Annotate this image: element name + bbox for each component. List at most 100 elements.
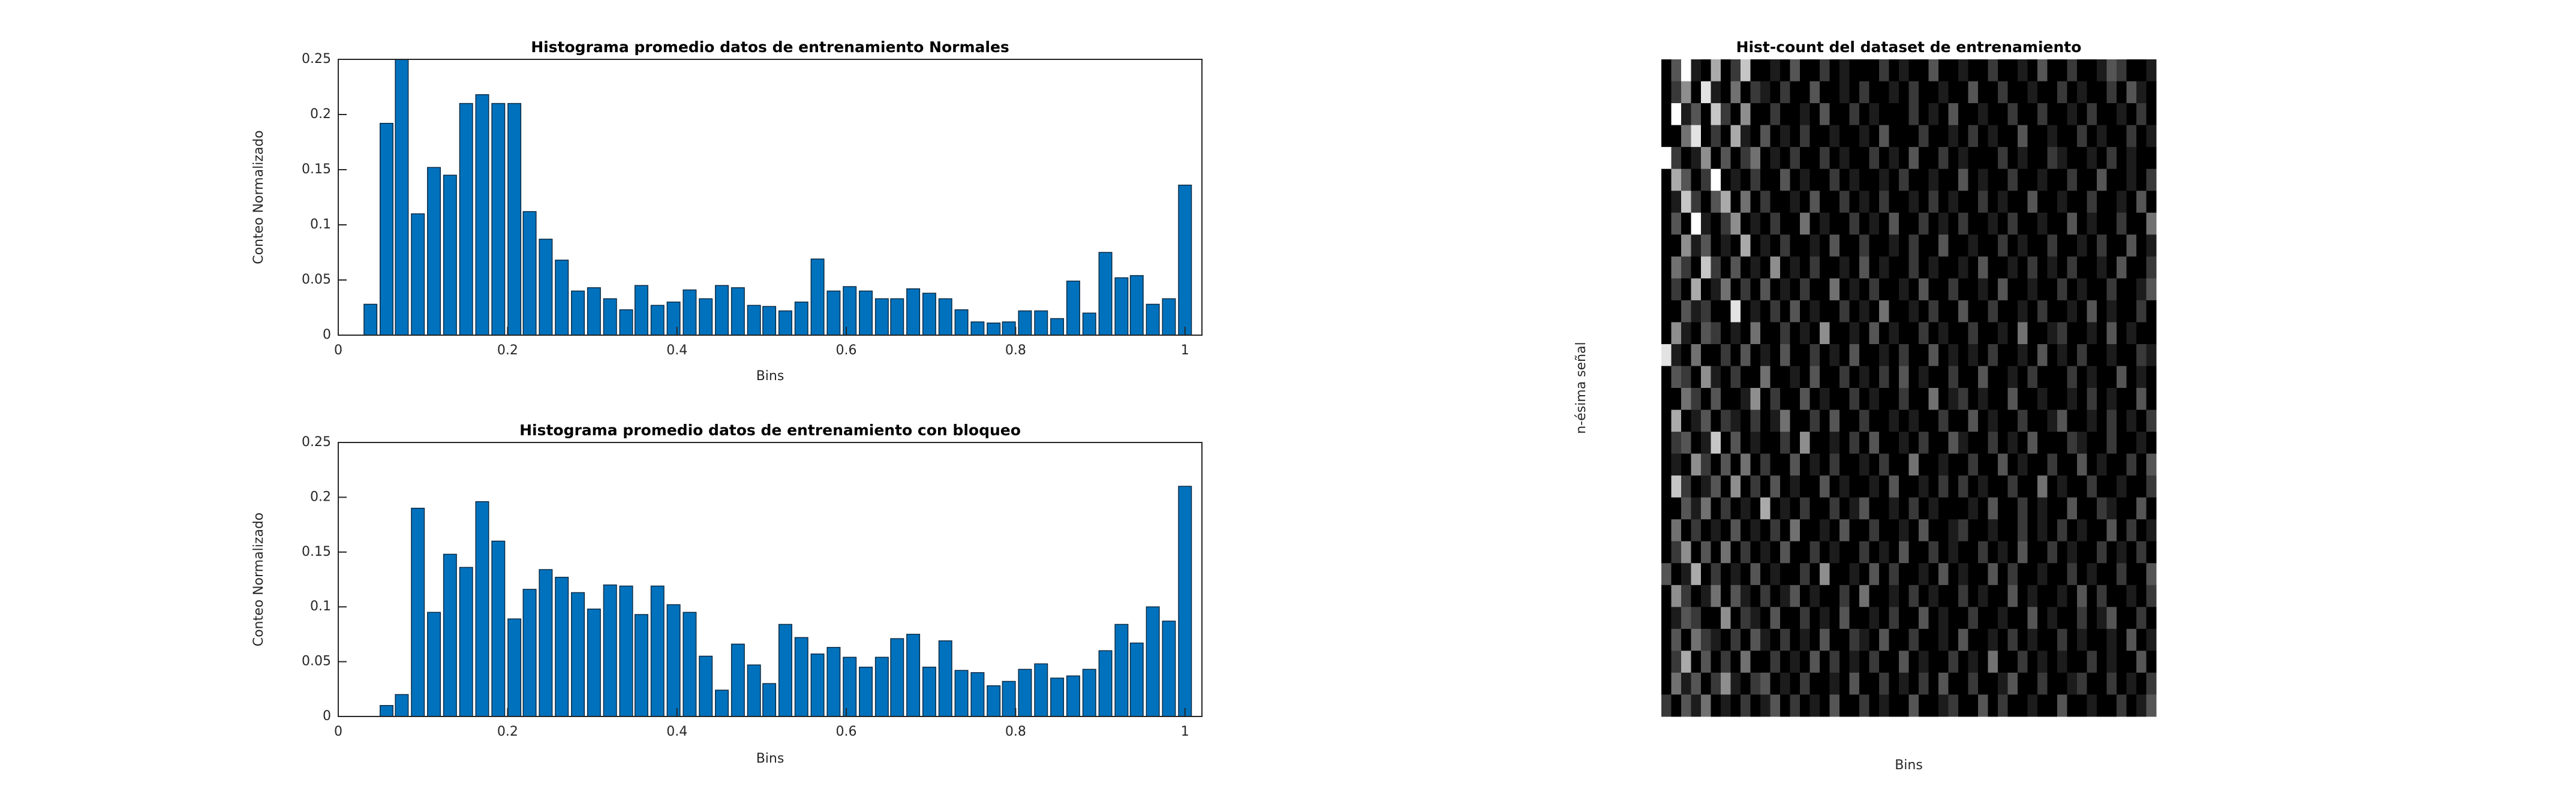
heatmap-cell bbox=[2018, 234, 2028, 257]
heatmap-cell bbox=[2136, 651, 2147, 673]
heatmap-cell bbox=[1978, 256, 1988, 279]
heatmap-cell bbox=[2117, 475, 2127, 498]
heatmap-cell bbox=[1820, 191, 1830, 213]
heatmap-cell bbox=[1721, 672, 1731, 695]
heatmap-cell bbox=[1790, 651, 1801, 673]
heatmap-cell bbox=[1741, 432, 1751, 454]
heatmap-cell bbox=[1889, 103, 1899, 126]
heatmap-cell bbox=[2097, 519, 2107, 542]
heatmap-cell bbox=[2106, 409, 2117, 432]
heatmap-cell bbox=[2126, 694, 2137, 717]
heatmap-cell bbox=[1839, 322, 1850, 345]
bar bbox=[507, 618, 522, 717]
bar bbox=[1066, 675, 1080, 717]
heatmap-cell bbox=[1661, 81, 1672, 104]
heatmap-cell bbox=[1681, 563, 1691, 586]
heatmap-cell bbox=[1889, 409, 1899, 432]
heatmap-cell bbox=[2117, 81, 2127, 104]
heatmap-cell bbox=[2027, 125, 2038, 147]
heatmap-cell bbox=[2136, 168, 2147, 191]
x-axis-label: Bins bbox=[756, 751, 784, 766]
heatmap-cell bbox=[1899, 628, 1909, 651]
heatmap-cell bbox=[1760, 278, 1771, 301]
heatmap-cell bbox=[1780, 125, 1790, 147]
heatmap-cell bbox=[2136, 81, 2147, 104]
heatmap-cell bbox=[1908, 432, 1919, 454]
heatmap-cell bbox=[2087, 409, 2097, 432]
heatmap-cell bbox=[1681, 168, 1691, 191]
heatmap-cell bbox=[1859, 651, 1869, 673]
bar bbox=[491, 103, 506, 336]
heatmap-cell bbox=[1711, 125, 1721, 147]
heatmap-cell bbox=[2146, 125, 2157, 147]
heatmap-cell bbox=[1859, 475, 1869, 498]
heatmap-cell bbox=[1671, 541, 1682, 564]
heatmap-cell bbox=[1978, 168, 1988, 191]
heatmap-cell bbox=[2126, 585, 2137, 607]
heatmap-cell bbox=[1730, 81, 1741, 104]
heatmap-cell bbox=[2097, 366, 2107, 389]
heatmap-cell bbox=[1919, 59, 1929, 82]
heatmap-cell bbox=[2027, 256, 2038, 279]
heatmap-cell bbox=[1978, 519, 1988, 542]
heatmap-cell bbox=[2027, 344, 2038, 366]
heatmap-cell bbox=[1889, 475, 1899, 498]
heatmap-cell bbox=[1968, 59, 1979, 82]
heatmap-cell bbox=[2087, 191, 2097, 213]
heatmap-cell bbox=[2136, 300, 2147, 323]
bar bbox=[634, 285, 648, 336]
bar bbox=[954, 670, 969, 717]
heatmap-cell bbox=[1889, 432, 1899, 454]
heatmap-cell bbox=[2106, 519, 2117, 542]
heatmap-cell bbox=[2018, 366, 2028, 389]
heatmap-cell bbox=[1790, 409, 1801, 432]
heatmap-cell bbox=[1869, 409, 1880, 432]
heatmap-cell bbox=[1691, 388, 1702, 411]
heatmap-cell bbox=[1849, 497, 1860, 520]
heatmap-cell bbox=[1800, 475, 1810, 498]
heatmap-cell bbox=[1839, 453, 1850, 476]
heatmap-cell bbox=[1691, 651, 1702, 673]
heatmap-cell bbox=[1938, 694, 1949, 717]
heatmap-cell bbox=[1839, 59, 1850, 82]
heatmap-cell bbox=[1849, 59, 1860, 82]
heatmap-cell bbox=[1800, 191, 1810, 213]
heatmap-cell bbox=[1899, 475, 1909, 498]
heatmap-cell bbox=[1889, 541, 1899, 564]
heatmap-cell bbox=[1681, 585, 1691, 607]
heatmap-cell bbox=[2087, 694, 2097, 717]
heatmap-cell bbox=[2136, 453, 2147, 476]
heatmap-cell bbox=[1661, 563, 1672, 586]
bar bbox=[619, 309, 633, 336]
heatmap-cell bbox=[2097, 651, 2107, 673]
heatmap-cell bbox=[2047, 453, 2058, 476]
heatmap-cell bbox=[2126, 541, 2137, 564]
heatmap-cell bbox=[2126, 607, 2137, 630]
heatmap-cell bbox=[1701, 300, 1711, 323]
heatmap-cell bbox=[1681, 694, 1691, 717]
heatmap-cell bbox=[1820, 81, 1830, 104]
heatmap-cell bbox=[1958, 212, 1968, 235]
heatmap-cell bbox=[2018, 563, 2028, 586]
heatmap-cell bbox=[2077, 651, 2087, 673]
heatmap-cell bbox=[2146, 322, 2157, 345]
heatmap-cell bbox=[1998, 409, 2008, 432]
heatmap-cell bbox=[1800, 628, 1810, 651]
heatmap-cell bbox=[1899, 234, 1909, 257]
heatmap-cell bbox=[2057, 256, 2067, 279]
heatmap-cell bbox=[1908, 388, 1919, 411]
heatmap-cell bbox=[2007, 388, 2018, 411]
heatmap-cell bbox=[2027, 147, 2038, 170]
heatmap-cell bbox=[2067, 366, 2078, 389]
heatmap-cell bbox=[2097, 234, 2107, 257]
heatmap-cell bbox=[2126, 81, 2137, 104]
heatmap-cell bbox=[1721, 453, 1731, 476]
heatmap-cell bbox=[2106, 651, 2117, 673]
heatmap-cell bbox=[1938, 125, 1949, 147]
heatmap-cell bbox=[2047, 366, 2058, 389]
heatmap-cell bbox=[1800, 409, 1810, 432]
heatmap-cell bbox=[1721, 103, 1731, 126]
heatmap-cell bbox=[1741, 234, 1751, 257]
heatmap-cell bbox=[2126, 672, 2137, 695]
heatmap-cell bbox=[1760, 191, 1771, 213]
